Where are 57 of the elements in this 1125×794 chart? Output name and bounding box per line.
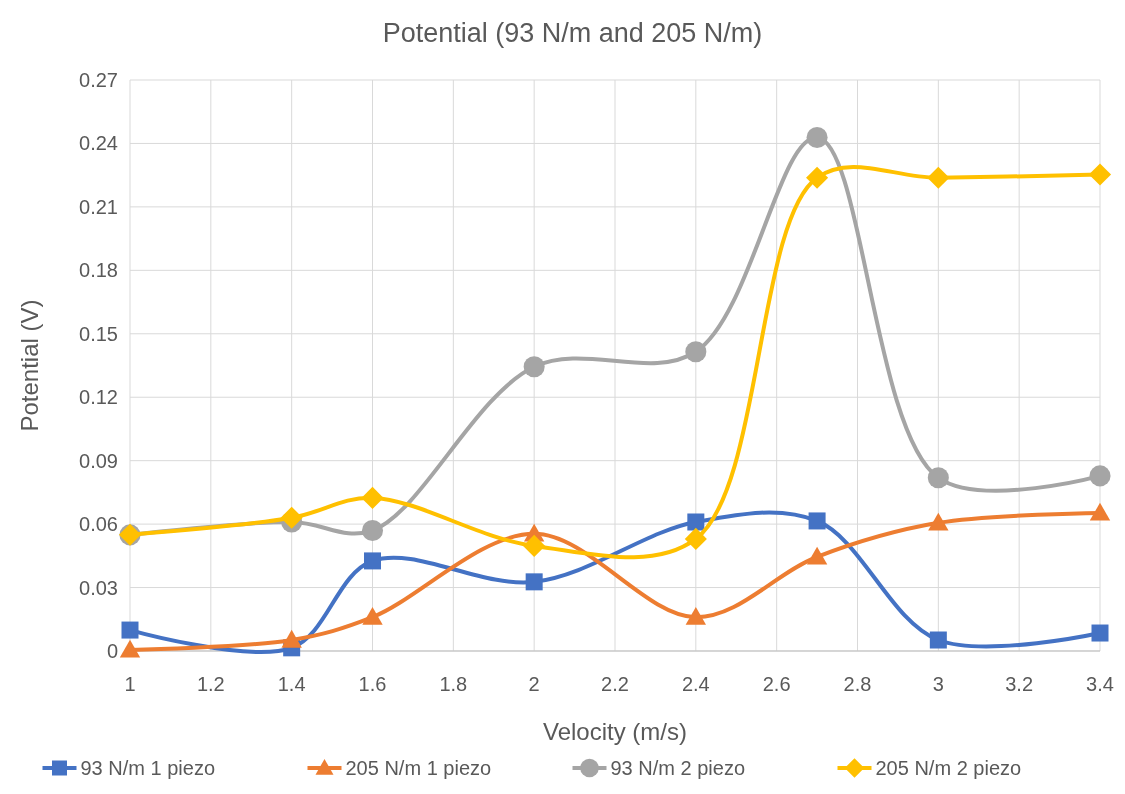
x-axis-title: Velocity (m/s) xyxy=(542,718,688,745)
point xyxy=(1091,624,1109,642)
y-tick-label: 0.03 xyxy=(79,576,118,599)
y-axis-title: Potential (V) xyxy=(16,299,43,432)
point xyxy=(361,519,384,541)
y-tick-label: 0.24 xyxy=(79,132,118,155)
legend-label: 93 N/m 2 piezo xyxy=(610,757,746,779)
y-tick-label: 0.21 xyxy=(79,195,118,218)
legend-label: 205 N/m 2 piezo xyxy=(875,757,1022,779)
x-tick-label: 2.2 xyxy=(601,673,629,695)
point xyxy=(806,546,828,565)
x-tick-label: 3 xyxy=(932,673,944,695)
y-tick-label: 0.09 xyxy=(79,449,118,472)
point xyxy=(1089,465,1111,487)
point xyxy=(685,341,707,363)
y-tick-label: 0.06 xyxy=(79,513,118,536)
point xyxy=(364,552,381,570)
x-tick-label: 3.2 xyxy=(1005,673,1034,695)
point xyxy=(362,606,383,625)
y-tick-label: 0.15 xyxy=(79,322,118,345)
legend-label: 93 N/m 1 piezo xyxy=(80,757,216,779)
point xyxy=(523,356,545,378)
point xyxy=(927,166,950,189)
point xyxy=(280,506,303,529)
point xyxy=(1089,502,1111,521)
point xyxy=(684,527,707,550)
x-tick-label: 2 xyxy=(528,673,540,695)
y-tick-label: 0.18 xyxy=(79,259,118,282)
point xyxy=(119,639,141,658)
x-tick-label: 1.4 xyxy=(277,673,306,695)
point xyxy=(525,573,543,591)
x-tick-label: 3.4 xyxy=(1086,673,1114,695)
x-tick-label: 1.6 xyxy=(358,673,387,695)
point xyxy=(1088,163,1112,186)
y-tick-label: 0.12 xyxy=(79,386,118,409)
point xyxy=(927,467,949,489)
point xyxy=(929,631,947,649)
x-tick-label: 1.8 xyxy=(439,673,468,695)
point xyxy=(685,606,707,625)
point xyxy=(361,486,384,509)
point xyxy=(523,534,546,557)
point xyxy=(808,512,826,530)
x-tick-label: 1.2 xyxy=(196,673,225,695)
x-tick-label: 1 xyxy=(124,673,136,695)
point xyxy=(806,126,828,149)
x-tick-label: 2.4 xyxy=(681,673,710,695)
chart-title: Potential (93 N/m and 205 N/m) xyxy=(382,18,763,48)
point xyxy=(281,629,302,648)
point xyxy=(928,512,949,531)
point xyxy=(121,621,139,639)
y-tick-label: 0 xyxy=(106,640,118,662)
point xyxy=(687,513,705,531)
x-tick-label: 2.8 xyxy=(843,673,872,695)
legend-label: 205 N/m 1 piezo xyxy=(345,757,492,779)
point xyxy=(806,166,829,189)
x-tick-label: 2.6 xyxy=(762,673,791,695)
y-tick-label: 0.27 xyxy=(79,69,118,91)
